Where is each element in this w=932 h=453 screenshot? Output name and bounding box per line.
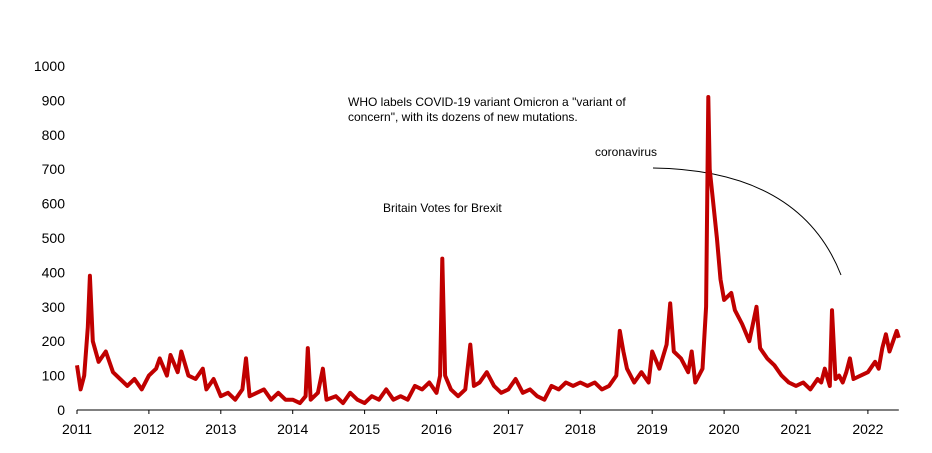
- y-tick-label: 700: [42, 161, 66, 177]
- annotation-arc: [652, 167, 842, 276]
- x-tick-label: 2018: [565, 421, 596, 437]
- x-tick-label: 2020: [709, 421, 740, 437]
- y-tick-label: 400: [42, 264, 66, 280]
- x-tick-label: 2021: [780, 421, 811, 437]
- annotation: Britain Votes for Brexit: [383, 201, 502, 215]
- x-tick-label: 2011: [62, 421, 92, 437]
- y-tick-label: 300: [42, 299, 66, 315]
- y-tick-label: 900: [42, 92, 66, 108]
- x-tick-label: 2014: [277, 421, 308, 437]
- annotation: concern", with its dozens of new mutatio…: [348, 110, 578, 124]
- series-line: [75, 95, 901, 406]
- x-tick-label: 2022: [852, 421, 883, 437]
- y-tick-label: 600: [42, 196, 66, 212]
- y-tick-label: 0: [57, 402, 65, 418]
- y-tick-label: 1000: [34, 58, 65, 74]
- y-tick-label: 100: [42, 368, 66, 384]
- annotation: coronavirus: [595, 145, 657, 159]
- x-tick-label: 2013: [205, 421, 236, 437]
- x-tick-label: 2019: [637, 421, 668, 437]
- x-tick-label: 2016: [421, 421, 452, 437]
- annotation: WHO labels COVID-19 variant Omicron a "v…: [348, 95, 626, 109]
- x-tick-label: 2017: [493, 421, 524, 437]
- x-tick-label: 2012: [133, 421, 164, 437]
- y-tick-label: 800: [42, 127, 66, 143]
- y-tick-label: 500: [42, 230, 66, 246]
- x-tick-label: 2015: [349, 421, 380, 437]
- y-tick-label: 200: [42, 333, 66, 349]
